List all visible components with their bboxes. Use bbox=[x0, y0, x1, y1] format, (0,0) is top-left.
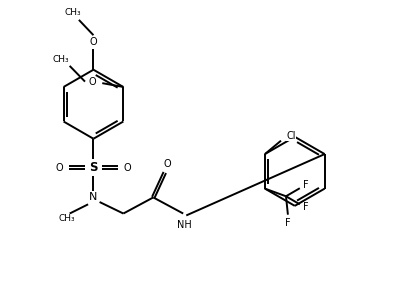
Text: F: F bbox=[285, 218, 291, 228]
Text: S: S bbox=[89, 161, 98, 174]
Text: CH₃: CH₃ bbox=[58, 214, 75, 223]
Text: CH₃: CH₃ bbox=[64, 8, 81, 17]
Text: CH₃: CH₃ bbox=[53, 55, 69, 64]
Text: Cl: Cl bbox=[286, 131, 296, 141]
Text: O: O bbox=[90, 37, 97, 47]
Text: F: F bbox=[303, 202, 309, 212]
Text: O: O bbox=[123, 162, 131, 173]
Text: F: F bbox=[303, 180, 309, 190]
Text: NH: NH bbox=[177, 220, 192, 230]
Text: O: O bbox=[164, 159, 171, 169]
Text: O: O bbox=[89, 77, 97, 87]
Text: N: N bbox=[89, 192, 98, 202]
Text: O: O bbox=[56, 162, 63, 173]
